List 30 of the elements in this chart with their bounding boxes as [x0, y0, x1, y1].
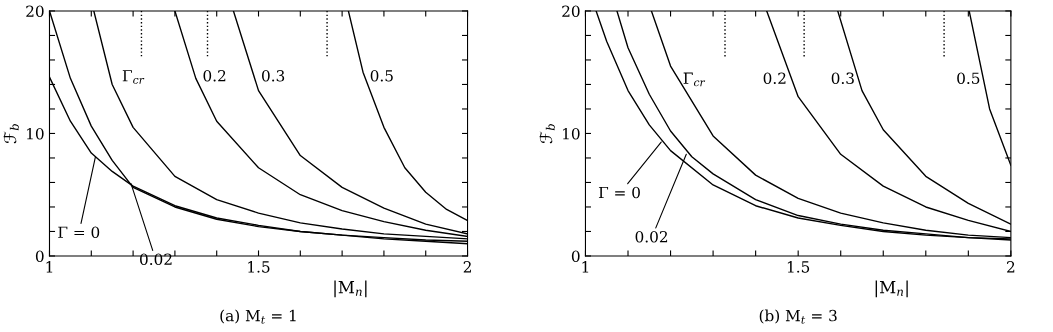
- y-tick-label: 10: [563, 127, 580, 140]
- annotation: 0.5: [370, 69, 393, 82]
- annotation: Γ = 0: [598, 186, 640, 199]
- annotation: 0.2: [203, 69, 226, 82]
- x-axis-title: |M$_{n}$|: [334, 280, 367, 298]
- y-axis-title: ℱ$_{b}$: [3, 124, 19, 144]
- text: (a) M$_{t}$ = 1: [220, 309, 296, 324]
- annotation: 0.02: [140, 253, 172, 265]
- annotation: Γ$_{cr}$: [683, 72, 706, 87]
- annotation: 0.3: [262, 69, 285, 82]
- annotation: 0.5: [957, 72, 980, 84]
- x-axis-title: |M$_{n}$|: [875, 280, 908, 298]
- text: (b) M$_{t}$ = 3: [759, 309, 837, 324]
- y-axis-title: ℱ$_{b}$: [539, 124, 555, 144]
- y-tick-label: 10: [27, 127, 44, 140]
- annotation: 0.2: [763, 72, 786, 84]
- y-tick-label: 0: [571, 250, 580, 262]
- x-tick-label: 1: [582, 261, 589, 273]
- x-tick-label: 1.5: [787, 261, 810, 273]
- x-tick-label: 2: [1007, 261, 1015, 273]
- annotation: 0.02: [635, 230, 668, 243]
- x-tick-label: 1.5: [248, 261, 270, 273]
- y-tick-label: 20: [26, 5, 44, 17]
- x-tick-label: 1: [46, 261, 53, 273]
- y-tick-label: 0: [35, 250, 44, 262]
- annotation: 0.3: [831, 72, 854, 84]
- y-tick-label: 20: [562, 5, 580, 17]
- x-tick-label: 2: [463, 261, 471, 273]
- annotation: Γ = 0: [58, 226, 100, 239]
- annotation: Γ$_{cr}$: [122, 70, 145, 84]
